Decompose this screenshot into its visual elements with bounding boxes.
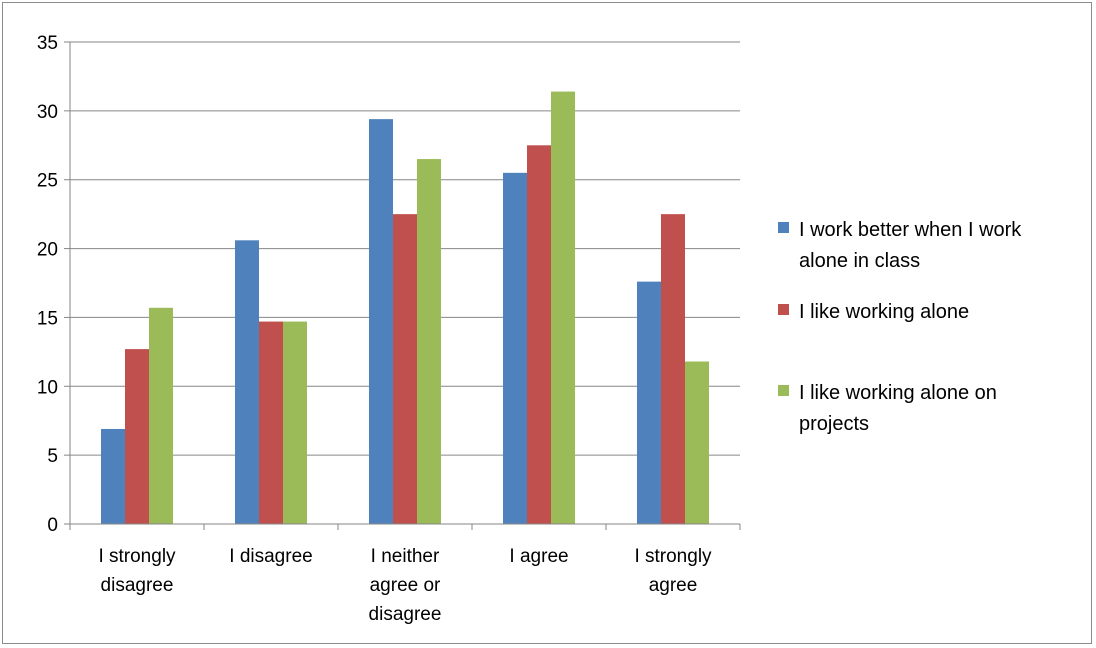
x-tick-label-line: disagree (369, 604, 442, 625)
axes (69, 42, 740, 525)
legend-swatch (778, 222, 789, 233)
y-tick-label: 15 (37, 308, 58, 329)
x-tick-label-line: I disagree (229, 546, 312, 567)
bar-2-1 (283, 321, 307, 524)
legend-label-line: alone in class (799, 250, 920, 272)
x-tick-label: I disagree (229, 546, 312, 567)
y-tick-label: 25 (37, 171, 58, 192)
legend-label-line: projects (799, 413, 869, 435)
legend-label-line: I like working alone (799, 301, 969, 323)
x-tick-label-line: I neither (371, 546, 440, 567)
y-tick-label: 35 (37, 33, 58, 54)
bar-1-0 (125, 349, 149, 524)
y-axis-ticks: 0 5 10 15 20 25 30 35 (37, 33, 70, 536)
legend-swatch (778, 385, 789, 396)
x-tick-label: I neither agree or disagree (369, 546, 442, 625)
bar-0-1 (235, 240, 259, 524)
gridlines (70, 41, 740, 456)
x-tick-label: I strongly disagree (98, 546, 176, 596)
y-tick-label: 10 (37, 377, 58, 398)
bar-2-4 (685, 361, 709, 524)
bar-2-3 (551, 91, 575, 524)
bar-1-4 (661, 214, 685, 524)
x-tick-label-line: I strongly (634, 546, 712, 567)
x-tick-label-line: disagree (101, 575, 174, 596)
x-tick-label-line: agree or (370, 575, 441, 596)
bar-2-0 (149, 307, 173, 524)
bars (101, 91, 709, 525)
x-axis-ticks: I strongly disagree I disagree I neither agr… (69, 524, 741, 625)
bar-0-3 (503, 172, 527, 525)
y-tick-label: 0 (47, 515, 58, 536)
x-tick-label: I strongly agree (634, 546, 712, 596)
legend-label-line: I like working alone on (799, 382, 997, 404)
legend-label: I work better when I work alone in class (799, 219, 1022, 272)
x-tick-label: I agree (509, 546, 568, 567)
legend-label: I like working alone on projects (799, 382, 997, 435)
bar-1-3 (527, 145, 551, 525)
legend-label-line: I work better when I work (799, 219, 1022, 241)
y-tick-label: 20 (37, 240, 58, 261)
bar-0-0 (101, 428, 125, 524)
bar-0-4 (637, 281, 661, 524)
legend-swatch (778, 304, 789, 315)
bar-1-1 (259, 321, 283, 524)
legend-label: I like working alone (799, 301, 969, 323)
bar-0-2 (369, 119, 393, 525)
x-tick-label-line: I agree (509, 546, 568, 567)
bar-2-2 (417, 159, 441, 525)
y-tick-label: 30 (37, 102, 58, 123)
x-tick-label-line: agree (649, 575, 698, 596)
bar-1-2 (393, 214, 417, 524)
x-tick-label-line: I strongly (98, 546, 176, 567)
y-tick-label: 5 (47, 446, 58, 467)
legend: I work better when I work alone in classI… (778, 219, 1022, 435)
